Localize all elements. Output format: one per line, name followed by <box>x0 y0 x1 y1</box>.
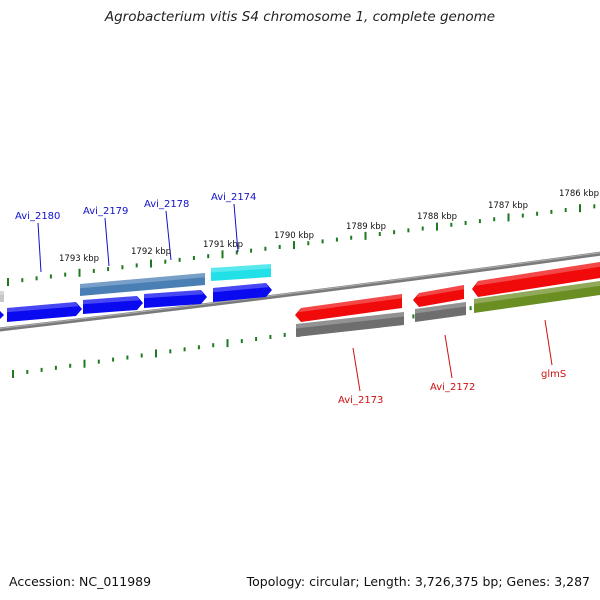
gene-avi-2174-track <box>211 264 271 281</box>
map-title: Agrobacterium vitis S4 chromosome 1, com… <box>104 9 496 25</box>
gene-label: Avi_2180 <box>15 211 60 222</box>
tick-label: 1790 kbp <box>274 231 314 241</box>
leader-line <box>544 319 553 366</box>
tick-label: 1793 kbp <box>59 254 99 264</box>
leader-line <box>165 210 172 261</box>
gene-label: Avi_2178 <box>144 199 189 210</box>
chromosome-backbone <box>0 251 600 332</box>
leader-line <box>233 203 239 253</box>
cds-avi-2180 <box>7 302 82 322</box>
cds-avi-2172 <box>413 285 464 307</box>
tick-label: 1787 kbp <box>488 201 528 211</box>
cds-avi-2173 <box>295 294 402 322</box>
backbone-highlight <box>0 252 600 329</box>
cds-avi-2174 <box>213 283 272 302</box>
gene-labels: Avi_2180 Avi_2179 Avi_2178 Avi_2174 Avi_2173… <box>15 192 566 406</box>
leader-line <box>104 217 110 267</box>
genome-summary-text: Topology: circular; Length: 3,726,375 bp… <box>246 574 590 589</box>
tick-labels: 1793 kbp 1792 kbp 1791 kbp 1790 kbp 1789 kbp… <box>59 189 599 264</box>
leader-line <box>444 334 453 379</box>
leader-line <box>352 347 361 392</box>
gene-label: Avi_2179 <box>83 206 128 217</box>
cds-forward-partial <box>0 311 4 319</box>
gene-label: Avi_2172 <box>430 382 475 393</box>
label-leader-lines <box>37 203 553 392</box>
gene-label: Avi_2174 <box>211 192 256 203</box>
tick-label: 1789 kbp <box>346 222 386 232</box>
gene-label: glmS <box>541 369 566 380</box>
cds-avi-2178 <box>144 290 207 308</box>
partial-gene-left <box>0 291 4 302</box>
gene-label: Avi_2173 <box>338 395 383 406</box>
tick-label: 1792 kbp <box>131 247 171 257</box>
leader-line <box>37 222 42 273</box>
gene-avi-2178-track <box>80 273 205 296</box>
tick-label: 1788 kbp <box>417 212 457 222</box>
accession-text: Accession: NC_011989 <box>9 574 152 589</box>
gene-avi-2172-track <box>415 302 466 322</box>
feature-tracks <box>0 262 600 337</box>
gene-avi-2173-track <box>296 312 404 337</box>
tick-label: 1786 kbp <box>559 189 599 199</box>
gene-glms-track <box>474 281 600 313</box>
backbone-line <box>0 251 600 332</box>
tick-label: 1791 kbp <box>203 240 243 250</box>
cds-glms <box>472 262 600 297</box>
cds-avi-2179 <box>83 296 143 314</box>
